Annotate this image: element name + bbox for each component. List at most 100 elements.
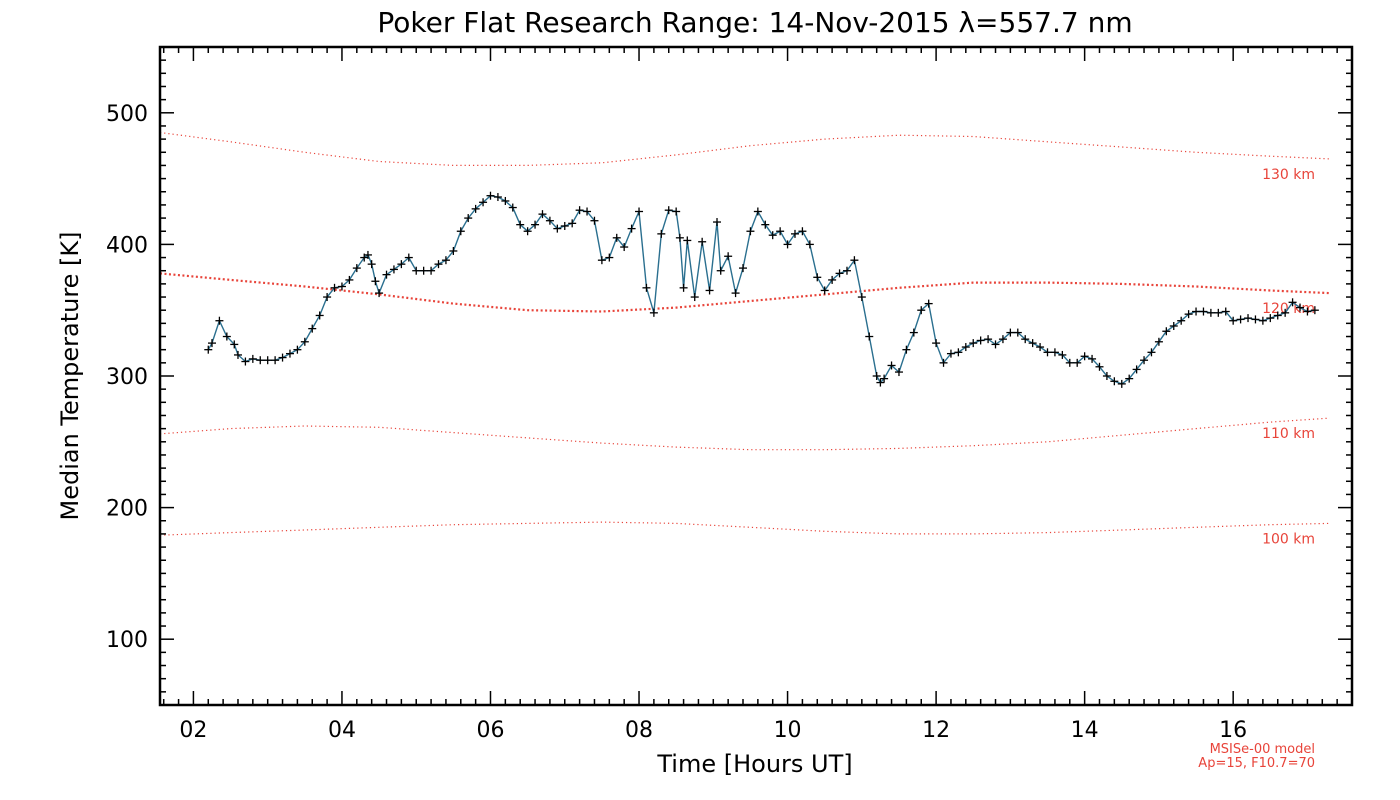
model-curve [159, 272, 1330, 313]
data-point [545, 216, 554, 225]
data-point [1281, 308, 1290, 317]
data-point [1229, 316, 1238, 325]
data-point [776, 227, 785, 236]
data-point [739, 264, 748, 273]
data-point [464, 214, 473, 223]
data-point [1258, 316, 1267, 325]
data-point [1221, 307, 1230, 316]
y-tick-label: 100 [106, 628, 148, 653]
data-point [345, 275, 354, 284]
data-point [683, 236, 692, 245]
data-point [991, 340, 1000, 349]
data-point [917, 306, 926, 315]
data-point [248, 354, 257, 363]
data-point [1125, 374, 1134, 383]
data-point [1102, 372, 1111, 380]
data-point [705, 286, 714, 295]
data-point [263, 356, 272, 365]
data-point [690, 293, 699, 302]
data-point [375, 289, 384, 298]
data-point [1088, 354, 1097, 363]
data-point [716, 266, 725, 275]
data-point [1162, 327, 1171, 336]
data-point [713, 218, 722, 227]
chart-title: Poker Flat Research Range: 14-Nov-2015 λ… [377, 6, 1132, 39]
data-point [371, 277, 380, 286]
data-point [857, 293, 866, 302]
data-point [664, 206, 673, 215]
data-point [1147, 348, 1156, 357]
data-point [984, 335, 993, 344]
data-point [761, 220, 770, 229]
data-point [998, 335, 1007, 344]
data-point [724, 252, 733, 261]
data-point [1028, 339, 1037, 348]
data-point [583, 207, 592, 216]
data-point [1050, 348, 1059, 357]
series-line [207, 194, 1316, 385]
data-point [363, 250, 372, 259]
data-point [441, 256, 450, 265]
data-point [1214, 308, 1223, 317]
data-point [627, 224, 636, 233]
data-point [612, 233, 621, 242]
x-tick-label: 06 [476, 718, 504, 743]
data-point [1132, 365, 1141, 374]
data-point [523, 227, 532, 236]
data-point [553, 224, 562, 233]
data-point [842, 266, 851, 275]
data-point [1288, 298, 1297, 307]
data-point [1140, 356, 1149, 365]
data-point [382, 270, 391, 279]
data-point [315, 311, 324, 320]
data-point [1184, 310, 1193, 319]
data-point [590, 216, 599, 225]
data-point [404, 253, 413, 262]
data-point [215, 316, 224, 325]
data-point [679, 283, 688, 292]
data-point [1036, 343, 1045, 352]
data-point [746, 227, 755, 236]
data-point [1117, 379, 1126, 388]
data-point [456, 227, 465, 236]
data-point [278, 353, 287, 362]
y-tick-label: 400 [106, 233, 148, 258]
data-point [939, 358, 948, 367]
data-point [1095, 362, 1104, 371]
data-point [397, 260, 406, 269]
data-point [427, 266, 436, 275]
x-tick-label: 04 [328, 718, 356, 743]
data-point [337, 282, 346, 291]
data-point [961, 343, 970, 352]
data-point [367, 260, 376, 269]
x-tick-label: 16 [1219, 718, 1247, 743]
data-point [560, 221, 569, 230]
data-point [820, 286, 829, 295]
data-point [241, 357, 250, 366]
data-point [230, 340, 239, 349]
data-point [568, 219, 577, 228]
data-point [902, 345, 911, 354]
data-point [1266, 314, 1275, 323]
x-tick-label: 14 [1071, 718, 1099, 743]
x-tick-label: 10 [774, 718, 802, 743]
data-point [1169, 321, 1178, 330]
data-point [308, 324, 317, 333]
model-curve-label: 110 km [1262, 426, 1315, 442]
data-point [285, 349, 294, 358]
data-point [835, 269, 844, 278]
y-tick-label: 300 [106, 365, 148, 390]
data-point [479, 198, 488, 207]
data-point [790, 229, 799, 238]
x-tick-label: 12 [922, 718, 950, 743]
data-point [954, 348, 963, 357]
data-point [271, 356, 280, 365]
data-point [880, 374, 889, 383]
data-point [1177, 316, 1186, 325]
x-tick-label: 08 [625, 718, 653, 743]
y-axis-label: Median Temperature [K] [56, 231, 84, 520]
data-point [872, 372, 881, 380]
data-point [805, 240, 814, 249]
